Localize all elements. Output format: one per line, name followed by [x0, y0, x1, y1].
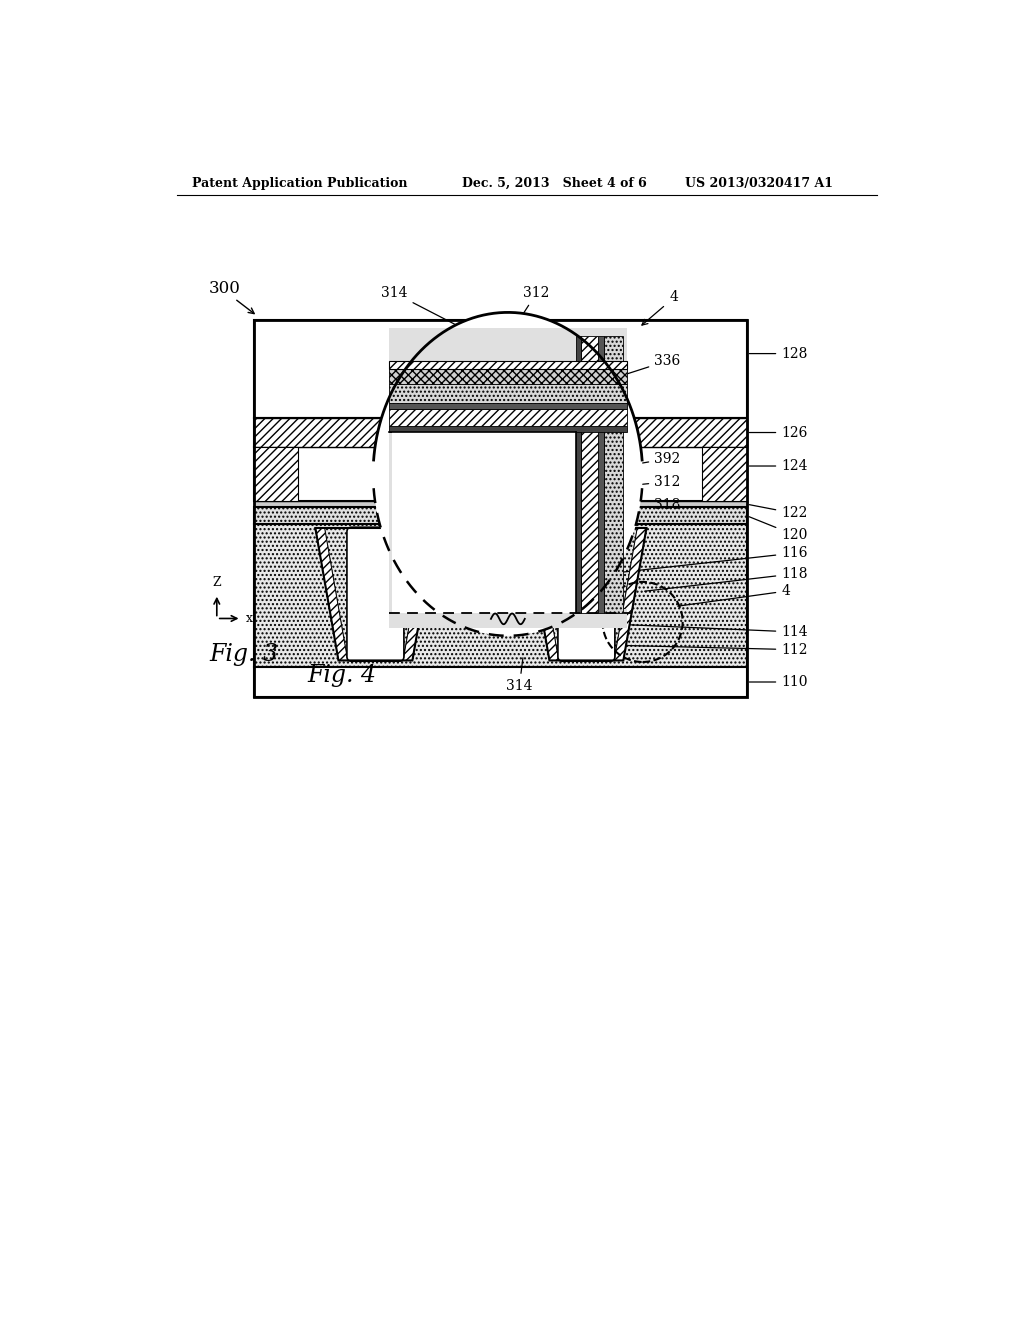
Text: x: x [246, 612, 253, 624]
Bar [388, 432, 400, 612]
Text: 316: 316 [549, 342, 596, 364]
Text: Fig. 4: Fig. 4 [307, 664, 377, 686]
Ellipse shape [373, 313, 643, 636]
Bar [388, 384, 628, 404]
Bar [254, 321, 746, 697]
Bar [388, 426, 628, 432]
Text: 390: 390 [616, 429, 680, 450]
Text: 120: 120 [750, 516, 808, 543]
Bar [254, 447, 298, 502]
Text: 392: 392 [604, 451, 680, 470]
Bar [254, 507, 746, 524]
Bar [388, 360, 628, 368]
Text: Patent Application Publication: Patent Application Publication [193, 177, 408, 190]
Bar [254, 321, 746, 418]
Text: 124: 124 [750, 459, 808, 473]
Bar [254, 447, 746, 502]
Polygon shape [315, 528, 348, 660]
Bar [478, 418, 522, 447]
Bar [388, 409, 628, 426]
Bar [701, 447, 746, 502]
Bar [575, 335, 581, 612]
Polygon shape [526, 528, 559, 660]
Bar [598, 335, 604, 612]
Text: Z: Z [213, 577, 221, 589]
Bar [254, 667, 746, 697]
Text: 4: 4 [670, 290, 679, 304]
Bar [388, 327, 628, 360]
Text: 112: 112 [609, 643, 808, 656]
Bar [254, 418, 383, 447]
FancyBboxPatch shape [347, 527, 403, 661]
Text: 318: 318 [581, 498, 681, 512]
Bar [581, 335, 598, 612]
Text: 118: 118 [644, 566, 808, 591]
Bar [478, 370, 522, 418]
Bar [604, 335, 624, 612]
Text: US 2013/0320417 A1: US 2013/0320417 A1 [685, 177, 833, 190]
Text: 336: 336 [623, 354, 680, 375]
Polygon shape [403, 528, 435, 660]
Bar [385, 432, 500, 612]
Polygon shape [536, 528, 637, 660]
Bar [388, 609, 628, 628]
Text: 312: 312 [513, 286, 550, 329]
Text: 128: 128 [750, 347, 808, 360]
Text: 300: 300 [209, 280, 241, 297]
Bar [254, 524, 746, 667]
Text: 314: 314 [381, 286, 459, 326]
Text: 110: 110 [750, 675, 808, 689]
FancyBboxPatch shape [558, 527, 614, 661]
Bar [388, 404, 628, 409]
Text: 116: 116 [589, 546, 808, 576]
Bar [254, 502, 746, 507]
Text: Dec. 5, 2013   Sheet 4 of 6: Dec. 5, 2013 Sheet 4 of 6 [462, 177, 646, 190]
Text: 122: 122 [750, 504, 808, 520]
Text: 312: 312 [592, 475, 681, 490]
Polygon shape [325, 528, 426, 660]
Text: 126: 126 [750, 425, 808, 440]
Text: 314: 314 [506, 657, 532, 693]
Text: 114: 114 [620, 624, 808, 639]
Bar [392, 432, 575, 612]
Bar [254, 418, 746, 447]
Bar [617, 418, 746, 447]
Text: Fig. 3: Fig. 3 [209, 643, 279, 665]
Polygon shape [614, 528, 646, 660]
Text: 4: 4 [678, 585, 791, 606]
Bar [388, 368, 628, 384]
Text: 310: 310 [521, 610, 572, 643]
